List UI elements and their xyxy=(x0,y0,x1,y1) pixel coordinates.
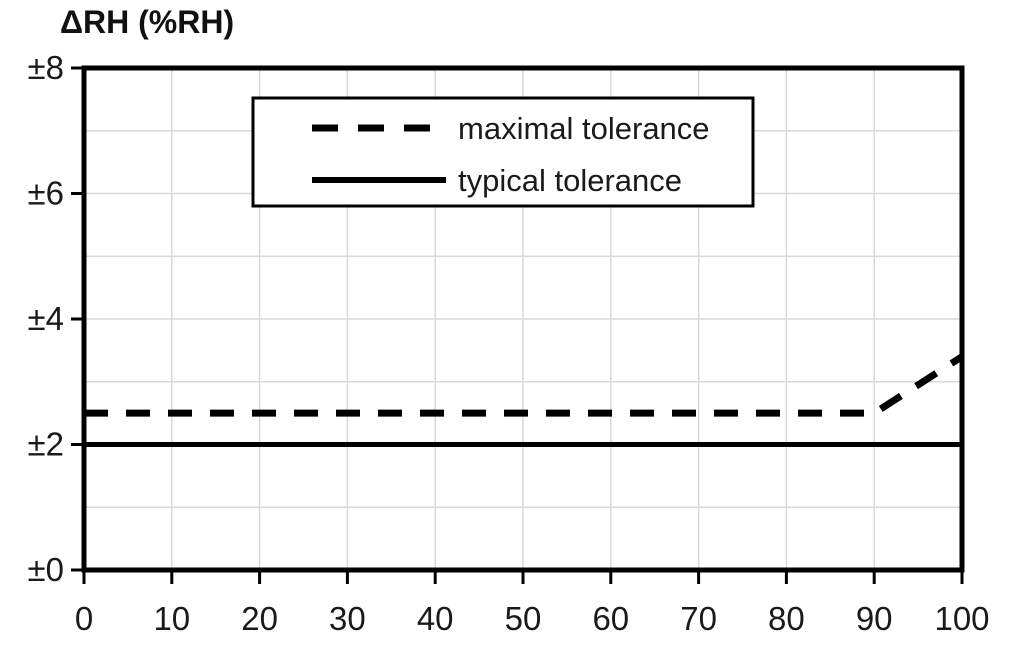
y-tick-label: ±4 xyxy=(28,300,64,337)
x-tick-label: 100 xyxy=(934,600,989,637)
plot-border xyxy=(81,65,965,573)
y-tick-label: ±2 xyxy=(28,426,64,463)
x-tick-label: 30 xyxy=(329,600,366,637)
x-tick-label: 20 xyxy=(241,600,278,637)
y-tick-label: ±6 xyxy=(28,175,64,212)
legend-box xyxy=(251,96,755,208)
chart-title: ΔRH (%RH) xyxy=(60,4,235,40)
x-tick-label: 0 xyxy=(75,600,93,637)
x-tick-label: 60 xyxy=(592,600,629,637)
legend-label: typical tolerance xyxy=(458,163,682,198)
x-tick-label: 40 xyxy=(417,600,454,637)
series-maximal-tolerance xyxy=(84,353,964,417)
x-tick-label: 80 xyxy=(768,600,805,637)
x-tick-label: 90 xyxy=(856,600,893,637)
x-tick-label: 50 xyxy=(505,600,542,637)
legend-label: maximal tolerance xyxy=(458,111,710,146)
x-tick-label: 10 xyxy=(153,600,190,637)
x-tick-label: 70 xyxy=(680,600,717,637)
y-tick-label: ±0 xyxy=(28,551,64,588)
y-tick-label: ±8 xyxy=(28,49,64,86)
